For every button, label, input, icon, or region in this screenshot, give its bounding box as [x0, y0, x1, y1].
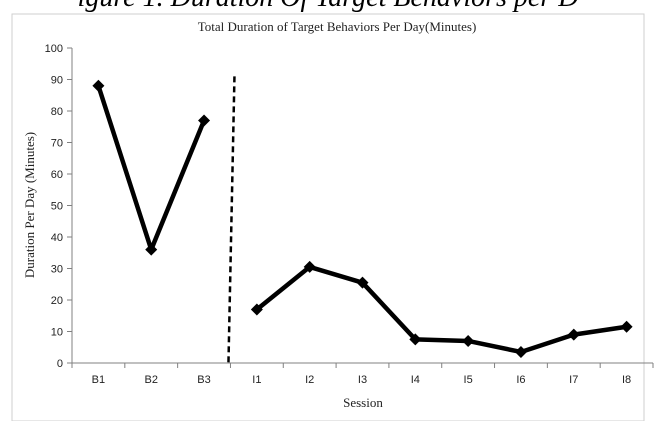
series-line-intervention	[254, 264, 629, 355]
phase-change-line-group	[227, 76, 236, 364]
y-tick-label: 20	[51, 295, 63, 307]
top-caption-text: igure 1. Duration Of Target Behaviors pe…	[78, 0, 579, 13]
x-ticks: B1 B2 B3 I1 I2 I3 I4 I5 I6 I7 I8	[71, 363, 654, 386]
data-point-marker	[198, 114, 211, 127]
x-tick-label: I3	[358, 374, 367, 386]
data-point-marker	[620, 320, 633, 333]
y-tick-label: 90	[51, 75, 63, 87]
x-tick-label: I4	[411, 374, 420, 386]
axes	[71, 48, 653, 364]
y-tick-label: 30	[51, 264, 63, 276]
y-tick-label: 50	[51, 201, 63, 213]
y-tick-label: 0	[57, 358, 63, 370]
phase-change-line	[227, 76, 236, 364]
x-tick-label: I7	[569, 374, 578, 386]
x-tick-label: I2	[305, 374, 314, 386]
data-point-marker	[145, 243, 158, 256]
data-point-marker	[250, 303, 263, 316]
x-tick-label: I1	[252, 374, 261, 386]
y-tick-label: 10	[51, 327, 63, 339]
x-tick-label: I5	[464, 374, 473, 386]
x-axis-label: Session	[343, 395, 383, 410]
data-point-marker	[514, 345, 527, 358]
data-point-marker	[303, 260, 316, 273]
y-tick-label: 40	[51, 232, 63, 244]
x-tick-label: I8	[622, 374, 631, 386]
series-line-baseline	[96, 83, 207, 252]
x-tick-label: B3	[197, 374, 210, 386]
data-point-marker	[567, 328, 580, 341]
data-point-marker	[92, 79, 105, 92]
y-ticks: 0 10 20 30 40 50 60 70 80 90 100	[45, 43, 72, 370]
y-tick-label: 60	[51, 169, 63, 181]
chart-frame	[11, 13, 645, 421]
y-tick-label: 70	[51, 138, 63, 150]
y-axis-label: Duration Per Day (Minutes)	[22, 132, 37, 278]
x-tick-label: B1	[92, 374, 105, 386]
series-group	[92, 79, 633, 358]
data-point-marker	[409, 333, 422, 346]
x-tick-label: B2	[144, 374, 157, 386]
y-tick-label: 100	[45, 43, 63, 55]
data-point-marker	[462, 334, 475, 347]
data-point-marker	[356, 276, 369, 289]
chart-title: Total Duration of Target Behaviors Per D…	[198, 19, 477, 34]
top-caption: igure 1. Duration Of Target Behaviors pe…	[78, 0, 579, 13]
y-tick-label: 80	[51, 106, 63, 118]
x-tick-label: I6	[516, 374, 525, 386]
